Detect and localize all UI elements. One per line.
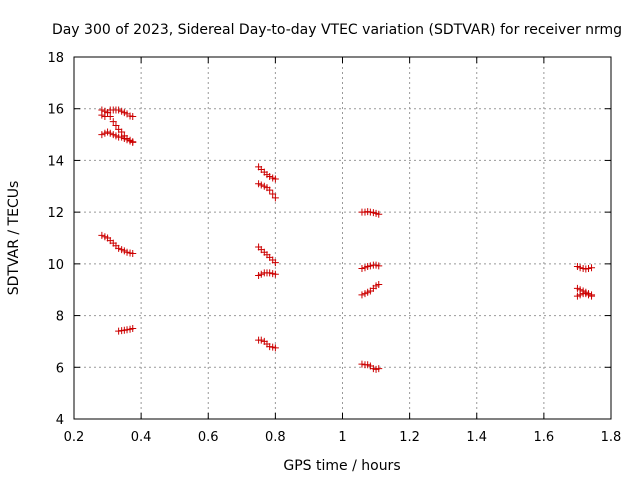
series-track-15 <box>573 262 596 273</box>
data-point <box>129 112 137 120</box>
y-tick-label: 12 <box>47 206 64 221</box>
x-tick-label: 0.8 <box>265 430 286 445</box>
series-track-12 <box>358 261 383 273</box>
chart-title: Day 300 of 2023, Sidereal Day-to-day VTE… <box>52 22 622 38</box>
data-point <box>375 365 383 373</box>
y-tick-label: 4 <box>56 413 64 428</box>
data-point <box>115 244 123 252</box>
series-track-4 <box>98 231 137 258</box>
data-points <box>98 106 596 373</box>
series-track-11 <box>358 208 383 218</box>
series-track-5 <box>115 325 137 335</box>
data-point <box>129 325 137 332</box>
x-tick-label: 0.2 <box>64 430 85 445</box>
data-point <box>576 264 584 272</box>
data-point <box>271 175 279 183</box>
data-point <box>266 186 274 194</box>
data-point <box>266 172 274 180</box>
data-point <box>257 336 265 344</box>
data-point <box>366 208 374 216</box>
data-point <box>266 343 274 351</box>
series-track-13 <box>358 281 383 299</box>
data-point <box>123 326 131 334</box>
series-track-17 <box>573 290 596 300</box>
data-point <box>115 106 123 114</box>
data-point <box>271 344 279 352</box>
series-track-10 <box>255 336 279 352</box>
data-point <box>98 131 106 139</box>
data-point <box>358 291 366 299</box>
y-tick-label: 18 <box>47 51 64 66</box>
series-track-3 <box>98 128 137 146</box>
data-point <box>257 181 265 189</box>
x-tick-label: 0.6 <box>198 430 219 445</box>
x-axis-label: GPS time / hours <box>283 458 400 474</box>
data-point <box>271 270 279 278</box>
series-track-6 <box>255 163 279 183</box>
series-track-8 <box>255 243 279 267</box>
series-track-9 <box>255 269 279 279</box>
series-track-14 <box>358 360 383 373</box>
data-point <box>588 292 596 300</box>
y-tick-label: 10 <box>47 258 64 273</box>
data-point <box>115 327 123 335</box>
data-point <box>375 281 383 289</box>
data-point <box>269 190 277 198</box>
axis-ticks: 0.2 0.4 0.6 0.8 1 1.2 1.4 1.6 1.8 4 6 8 10 12 14 16 18 <box>47 51 621 445</box>
data-point <box>588 264 596 272</box>
data-point <box>366 262 374 270</box>
data-point <box>123 136 131 144</box>
data-point <box>101 112 109 120</box>
x-tick-label: 1 <box>338 430 346 445</box>
x-tick-label: 1.2 <box>399 430 420 445</box>
data-point <box>257 270 265 278</box>
x-tick-label: 0.4 <box>131 430 152 445</box>
data-point <box>375 210 383 218</box>
series-track-2 <box>98 106 137 120</box>
data-point <box>271 259 279 267</box>
x-tick-label: 1.8 <box>601 430 622 445</box>
data-point <box>98 111 106 119</box>
series-track-1 <box>98 106 137 146</box>
y-tick-label: 6 <box>56 361 64 376</box>
x-tick-label: 1.6 <box>534 430 555 445</box>
data-point <box>123 248 131 256</box>
data-point <box>109 118 117 126</box>
y-tick-label: 16 <box>47 103 64 118</box>
data-point <box>585 291 593 299</box>
data-point <box>129 250 137 258</box>
y-axis-label: SDTVAR / TECUs <box>6 181 22 296</box>
y-tick-label: 8 <box>56 310 64 325</box>
data-point <box>98 231 106 239</box>
data-point <box>106 129 114 137</box>
data-point <box>112 122 120 130</box>
data-point <box>129 138 137 146</box>
x-tick-label: 1.4 <box>466 430 487 445</box>
data-point <box>585 265 593 273</box>
data-point <box>576 291 584 299</box>
series-track-7 <box>255 180 279 202</box>
data-point <box>358 360 366 368</box>
data-point <box>375 262 383 270</box>
y-tick-label: 14 <box>47 154 64 169</box>
data-point <box>271 194 279 202</box>
data-point <box>358 265 366 273</box>
grid-lines <box>74 57 611 419</box>
data-point <box>266 269 274 277</box>
